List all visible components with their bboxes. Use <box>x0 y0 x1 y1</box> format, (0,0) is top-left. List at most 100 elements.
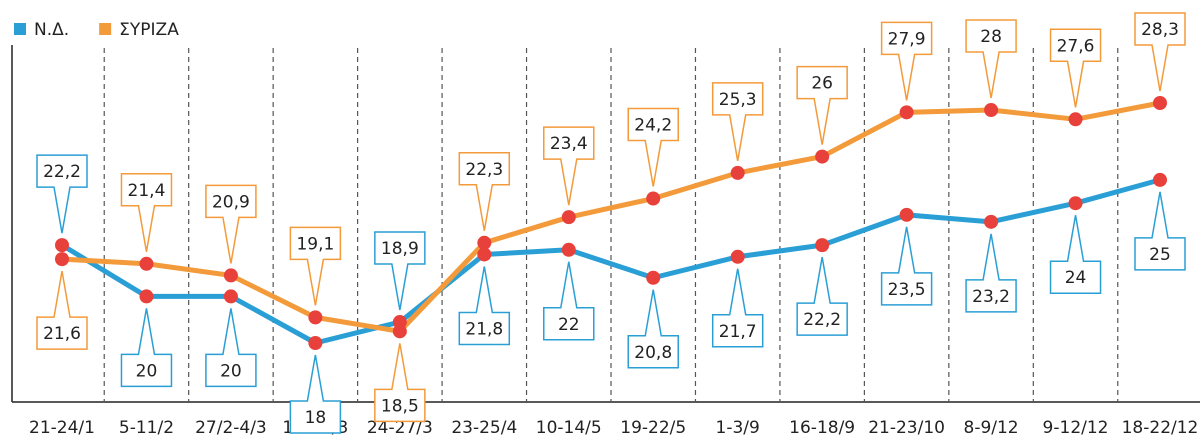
callout-box <box>289 354 342 434</box>
callout-box <box>36 154 88 234</box>
callout-box <box>205 184 257 264</box>
marker <box>1068 196 1083 211</box>
data-label: 20 <box>136 361 158 381</box>
marker <box>984 214 999 229</box>
marker <box>984 102 999 117</box>
data-label: 22 <box>558 315 580 335</box>
data-label: 24,2 <box>634 116 672 136</box>
callout-box <box>880 226 933 306</box>
marker <box>1153 96 1167 110</box>
callout-box <box>1049 28 1102 108</box>
marker <box>223 268 238 283</box>
data-label: 21,7 <box>719 322 757 342</box>
callout-box <box>36 270 88 350</box>
x-tick-label: 9-12/12 <box>1043 418 1109 438</box>
data-label: 27,6 <box>1057 36 1095 56</box>
callout-box <box>627 107 679 187</box>
data-label: 28,3 <box>1141 20 1179 40</box>
callout-box <box>796 65 848 145</box>
marker <box>1068 112 1083 127</box>
marker <box>561 210 576 225</box>
data-label: 25,3 <box>719 90 757 110</box>
marker <box>646 191 661 206</box>
marker <box>477 235 492 250</box>
marker <box>139 289 154 304</box>
callout-box <box>543 261 595 341</box>
marker <box>899 207 914 222</box>
data-label: 28 <box>980 27 1002 47</box>
data-label: 20,9 <box>212 192 250 212</box>
x-tick-label: 19-22/5 <box>620 418 686 438</box>
marker <box>477 247 492 262</box>
data-label: 20 <box>220 361 242 381</box>
data-label: 18 <box>305 408 327 428</box>
legend-swatch <box>99 23 112 35</box>
callout-box <box>627 289 679 369</box>
data-label: 23,5 <box>888 280 926 300</box>
legend-swatch <box>14 23 26 35</box>
marker <box>223 289 238 304</box>
x-tick-label: 16-18/9 <box>789 418 855 438</box>
marker <box>815 149 830 164</box>
callout-box <box>965 233 1017 313</box>
data-label: 22,2 <box>43 162 81 182</box>
x-tick-label: 21-23/10 <box>868 418 945 438</box>
data-label: 26 <box>811 74 833 94</box>
marker <box>55 252 69 267</box>
marker <box>308 310 323 325</box>
callout-box <box>880 21 933 101</box>
data-label: 23,2 <box>972 287 1010 307</box>
marker <box>730 249 745 264</box>
data-label: 21,6 <box>43 324 81 344</box>
data-label: 18,5 <box>381 396 419 416</box>
series-line <box>61 100 1161 334</box>
x-tick-label: 27/2-4/3 <box>195 418 267 438</box>
data-label: 22,3 <box>465 160 503 180</box>
x-tick-label: 1-3/9 <box>716 418 760 438</box>
marker <box>1153 172 1167 187</box>
x-tick-label: 8-9/12 <box>964 418 1019 438</box>
data-label: 24 <box>1065 268 1087 288</box>
data-label: 21,8 <box>465 319 503 339</box>
callout-box <box>796 257 848 336</box>
x-tick-label: 24-27/3 <box>367 418 433 438</box>
x-tick-label: 18-22/12 <box>1122 418 1199 438</box>
callout-box <box>965 19 1017 99</box>
legend-label: Ν.Δ. <box>34 20 69 40</box>
callout-box <box>120 308 173 388</box>
callout-box <box>543 126 595 206</box>
data-label: 27,9 <box>888 29 926 49</box>
marker <box>392 324 407 339</box>
callout-box <box>1134 12 1186 92</box>
callout-box <box>711 268 764 348</box>
callout-box <box>374 343 426 423</box>
marker <box>561 242 576 257</box>
x-tick-label: 23-25/4 <box>451 418 517 438</box>
data-label: 22,2 <box>803 310 841 330</box>
callout-box <box>458 152 511 231</box>
data-label: 20,8 <box>634 343 672 363</box>
data-label: 21,4 <box>128 181 166 201</box>
callout-box <box>205 308 257 388</box>
marker <box>55 238 69 253</box>
callout-box <box>374 231 426 311</box>
x-tick-label: 5-11/2 <box>119 418 174 438</box>
data-label: 23,4 <box>550 134 588 154</box>
callout-box <box>120 173 173 252</box>
data-label: 25 <box>1149 245 1171 265</box>
x-tick-label: 10-14/5 <box>536 418 602 438</box>
marker <box>646 270 661 285</box>
data-label: 19,1 <box>296 234 334 254</box>
marker <box>139 256 154 271</box>
marker <box>815 238 830 253</box>
callout-box <box>458 266 511 346</box>
legend-label: ΣΥΡΙΖΑ <box>119 20 179 40</box>
callout-box <box>1049 215 1102 294</box>
callout-box <box>1134 191 1186 271</box>
callout-box <box>289 226 342 306</box>
marker <box>899 105 914 120</box>
callout-box <box>711 82 764 162</box>
series-line <box>60 177 1161 346</box>
marker <box>308 336 323 350</box>
